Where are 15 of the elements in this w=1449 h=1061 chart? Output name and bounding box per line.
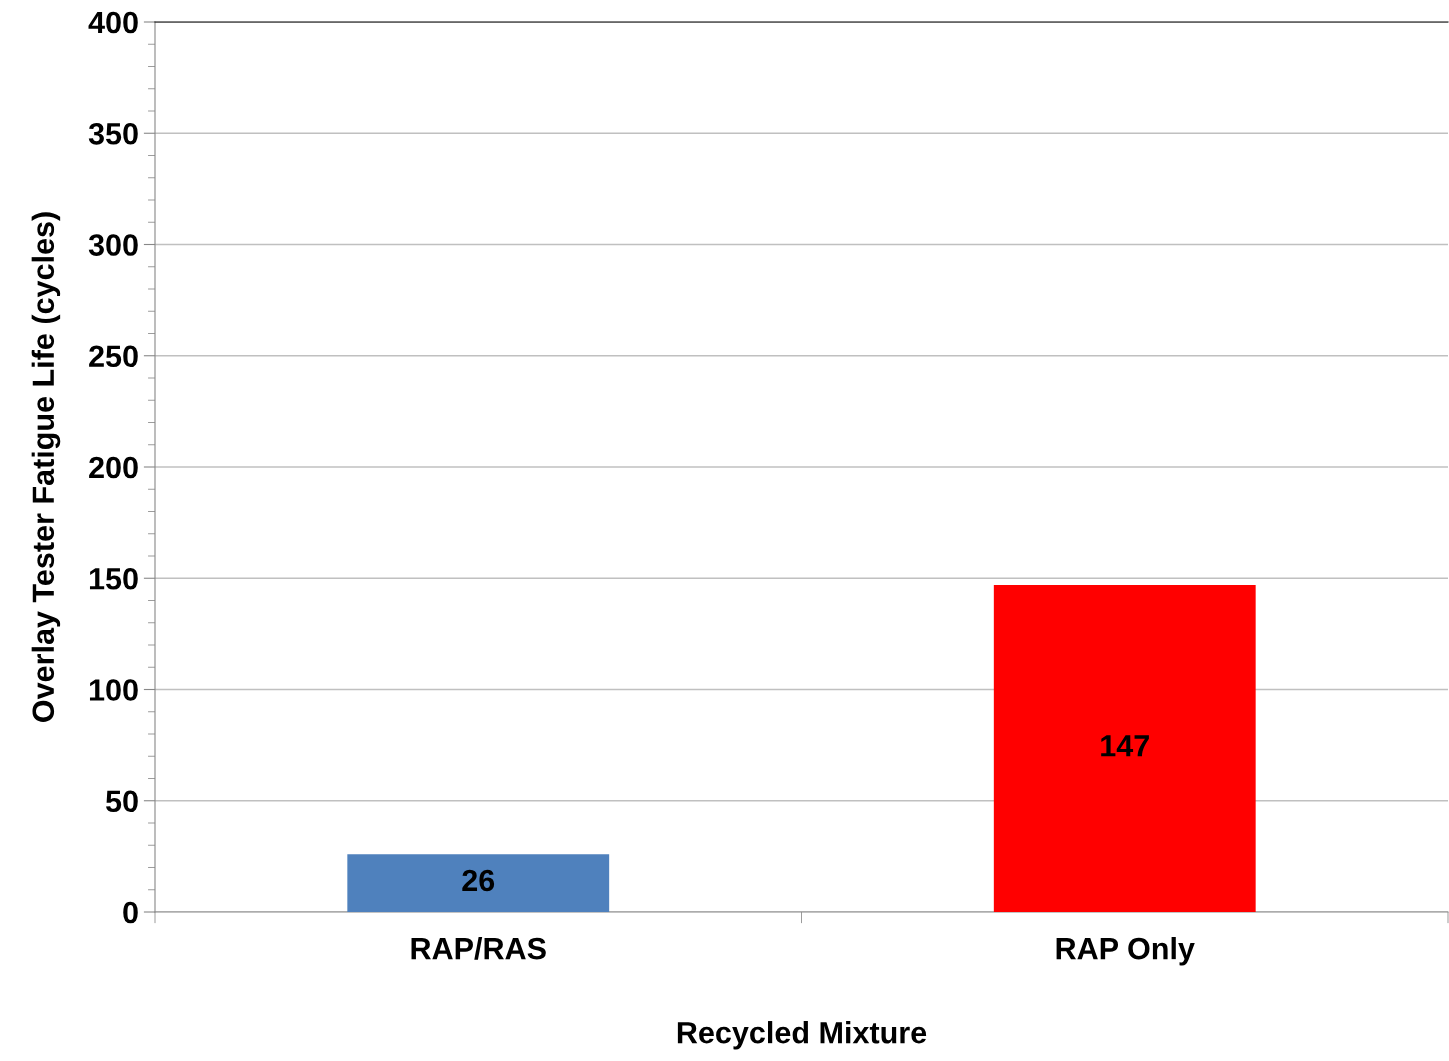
y-tick-label: 0 xyxy=(123,901,138,924)
y-tick-label: 350 xyxy=(88,122,138,145)
x-tick-label: RAP Only xyxy=(1056,937,1195,966)
x-axis-title: Recycled Mixture xyxy=(677,1021,927,1050)
y-axis-title: Overlay Tester Fatigue Life (cycles) xyxy=(31,212,61,722)
y-tick-label: 100 xyxy=(89,679,138,701)
data-label: 26 xyxy=(462,869,495,892)
y-tick-label: 250 xyxy=(89,345,138,368)
y-tick-label: 300 xyxy=(88,234,138,256)
y-tick-label: 400 xyxy=(88,11,138,34)
y-tick-label: 200 xyxy=(89,456,138,479)
data-label: 147 xyxy=(1101,735,1149,757)
y-tick-label: 50 xyxy=(105,790,138,813)
y-tick-label: 150 xyxy=(89,567,138,590)
x-tick-label: RAP/RAS xyxy=(411,937,546,960)
